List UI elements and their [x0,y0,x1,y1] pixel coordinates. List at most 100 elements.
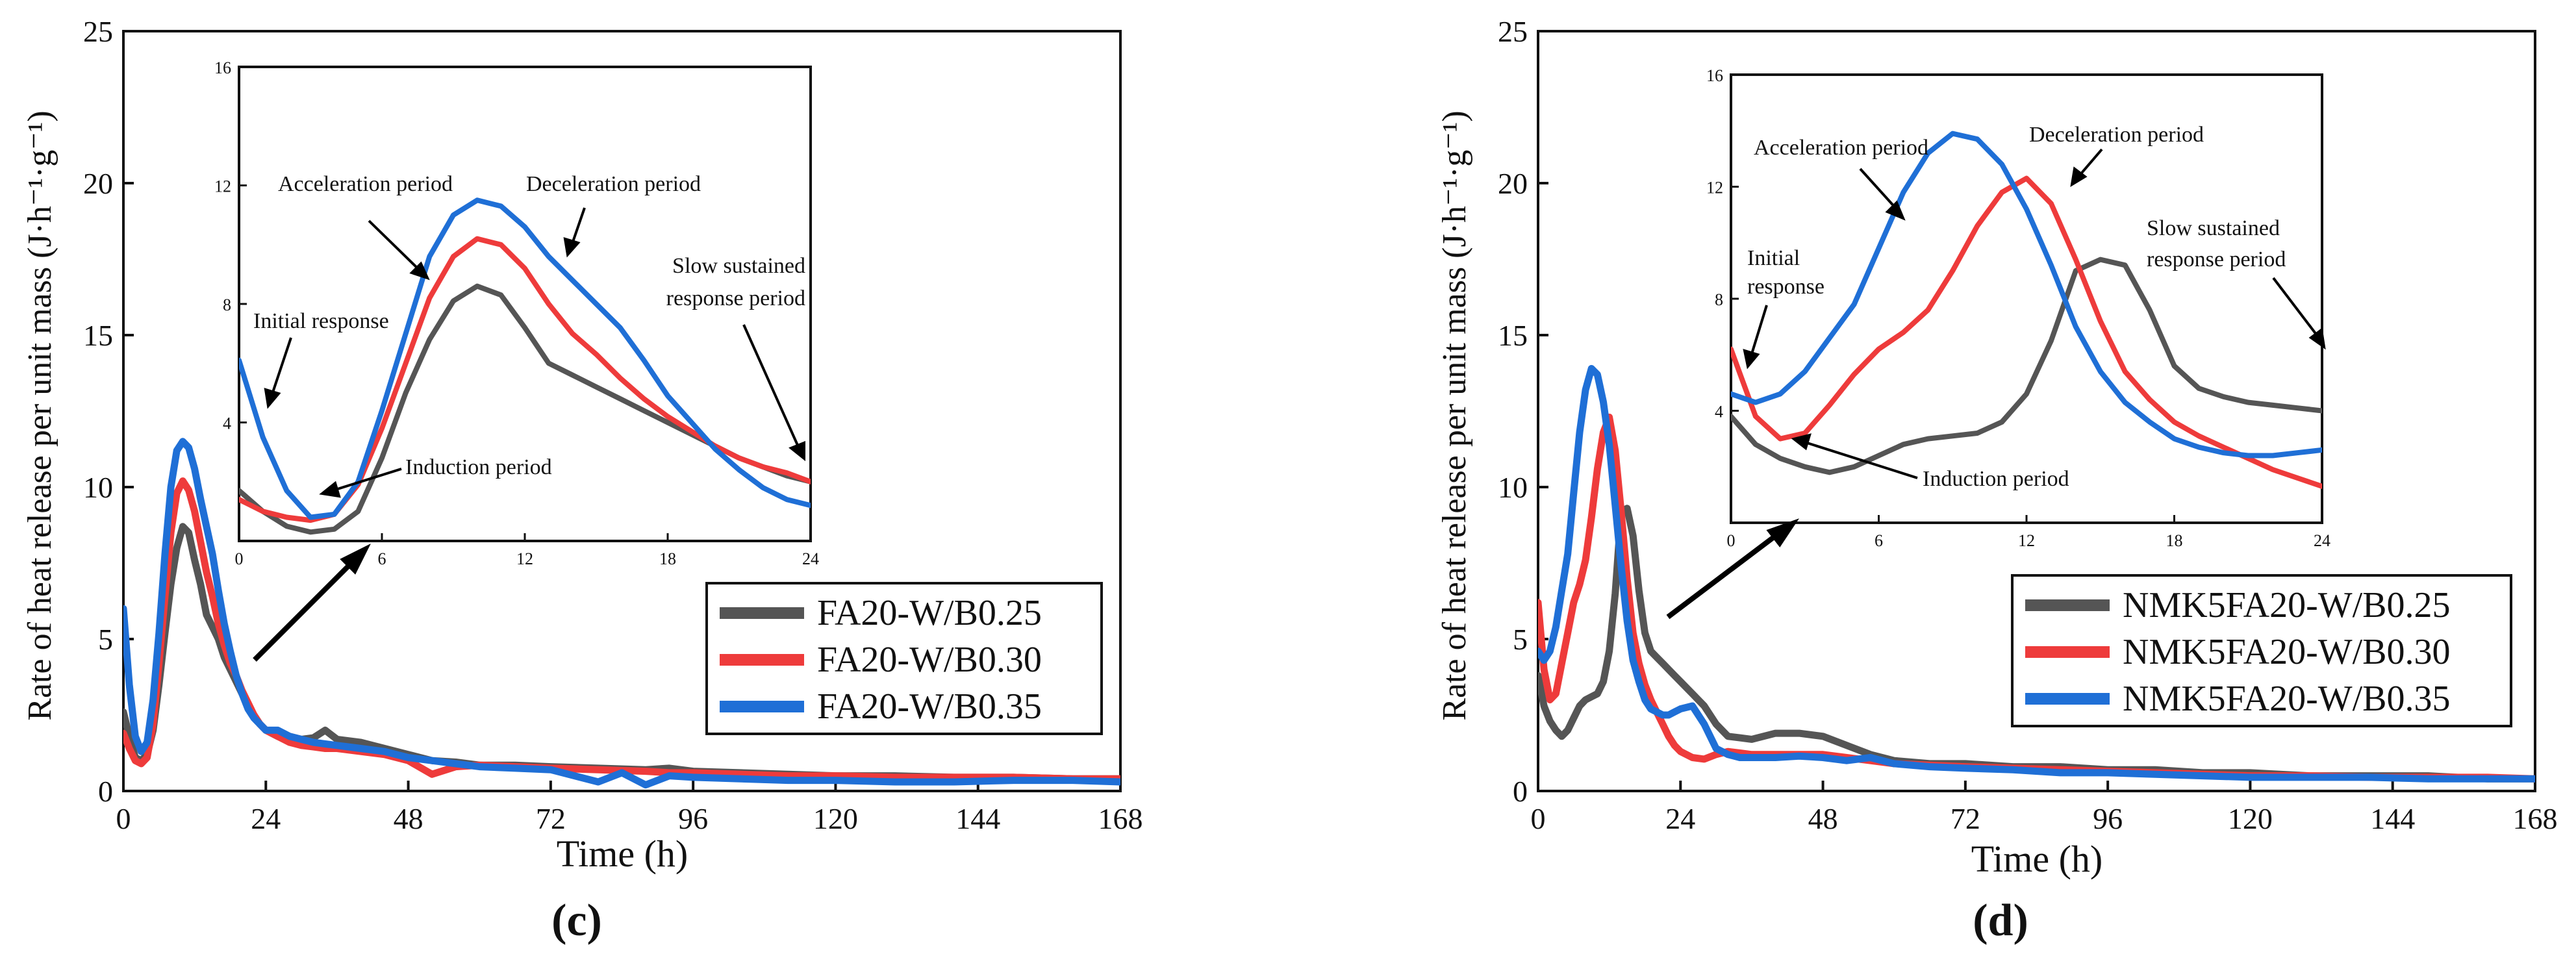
c-xtick-label: 24 [251,802,281,835]
panel-c-y-ticks: 0 5 10 15 20 25 [83,15,134,808]
panel-c-ylabel: Rate of heat release per unit mass (J·h⁻… [21,110,58,720]
c-inset-ytick-label: 4 [223,414,231,433]
panel-d-y-ticks: 0 5 10 15 20 25 [1498,15,1548,808]
d-xtick-label: 72 [1951,802,1980,835]
c-ytick-label: 10 [83,471,113,504]
legend-label-fa20-030: FA20-W/B0.30 [817,640,1042,680]
c-xtick-label: 48 [394,802,423,835]
zoom-arrow-c [253,563,351,662]
c-inset-series-2 [239,197,811,520]
d-inset-ytick-label: 4 [1715,403,1723,421]
arrow-slow-head [789,441,805,462]
d-xtick-label: 24 [1665,802,1695,835]
panel-c-inset: 4 8 12 16 0 6 12 18 24 Acceleration period Decel… [214,58,819,568]
panel-c-inset-frame [238,66,812,542]
arrow-d-slow [2272,277,2320,339]
arrow-deceleration [570,207,586,246]
c-inset-ytick-label: 16 [214,58,231,77]
arrow-d-deceleration-head [2070,166,2088,187]
panel-c-ann-initial: Initial response [253,309,389,333]
d-ytick-label: 10 [1498,471,1528,504]
d-inset-ytick-label: 12 [1706,179,1723,197]
legend-label-nmk-030: NMK5FA20-W/B0.30 [2123,632,2451,672]
panel-d-ann-deceleration: Deceleration period [2029,123,2204,147]
arrow-initial-head [264,388,281,409]
d-ytick-label: 20 [1498,167,1528,200]
legend-label-fa20-035: FA20-W/B0.35 [817,686,1042,727]
d-xtick-label: 120 [2228,802,2273,835]
panel-d-xlabel: Time (h) [1971,838,2103,880]
panel-d-x-ticks: 0 24 48 72 96 120 144 168 [1531,781,2558,835]
panel-d-ann-induction: Induction period [1923,467,2069,491]
panel-c-xlabel: Time (h) [557,833,688,875]
panel-c-ann-deceleration: Deceleration period [526,172,701,196]
panel-c-annotation-arrows [264,207,805,498]
d-xtick-label: 96 [2093,802,2123,835]
d-xtick-label: 168 [2513,802,2558,835]
d-xtick-label: 0 [1531,802,1546,835]
d-inset-ytick-label: 8 [1715,290,1723,309]
arrow-d-initial [1750,305,1768,357]
c-inset-xtick-label: 24 [802,549,819,568]
series-fa20-w-b0-35 [123,438,1120,789]
panel-d-ann-initial-2: response [1747,275,1825,299]
arrow-d-acceleration [1859,168,1898,210]
panel-d-ann-slow-1: Slow sustained [2147,216,2280,240]
d-inset-xtick-label: 0 [1727,531,1736,550]
d-ytick-label: 25 [1498,15,1528,48]
panel-d-ann-initial-1: Initial [1747,246,1800,270]
arrow-acceleration-head [409,261,430,281]
panel-d-caption: (d) [1973,896,2028,946]
arrow-d-initial-head [1743,349,1760,370]
c-ytick-label: 15 [83,319,113,352]
series-nmk5fa20-w-b0-35 [1538,365,2535,783]
panel-c-ann-acceleration: Acceleration period [278,172,453,196]
arrow-induction-head [319,481,341,498]
c-inset-xtick-label: 0 [235,549,244,568]
panel-c-legend: FA20-W/B0.25 FA20-W/B0.30 FA20-W/B0.35 [705,582,1103,735]
c-xtick-label: 0 [116,802,131,835]
panel-d-plot-frame [1537,30,2536,792]
c-inset-xtick-label: 12 [516,549,533,568]
panel-c-zoom-arrow [253,544,371,662]
arrow-d-slow-head [2308,327,2326,350]
panel-d-inset: 4 8 12 16 0 6 12 18 24 Acceleration period Decel… [1706,66,2330,550]
panel-c-plot-frame [122,30,1122,792]
d-xtick-label: 144 [2370,802,2415,835]
c-inset-xtick-label: 18 [659,549,676,568]
d-ytick-label: 0 [1513,775,1528,808]
series-fa20-w-b0-30 [123,477,1120,783]
c-ytick-label: 20 [83,167,113,200]
panel-d-ann-slow-2: response period [2147,247,2286,271]
panel-c-ann-slow-2: response period [666,286,805,310]
panel-c-ann-induction: Induction period [405,455,552,479]
d-inset-series-2 [1731,131,2322,458]
d-inset-xtick-label: 12 [2018,531,2035,550]
arrow-slow [742,324,800,449]
d-inset-xtick-label: 18 [2166,531,2183,550]
panel-d-inset-ticks: 4 8 12 16 0 6 12 18 24 [1706,66,2330,550]
panel-c-x-ticks: 0 24 48 72 96 120 144 168 [116,781,1143,835]
panel-d-ann-acceleration: Acceleration period [1754,136,1928,160]
d-inset-series-0 [1731,257,2322,475]
panel-c-inset-ticks: 4 8 12 16 0 6 12 18 24 [214,58,819,568]
arrow-d-induction [1802,440,1918,479]
arrow-acceleration [368,220,422,273]
panel-c-caption: (c) [551,896,602,946]
c-xtick-label: 168 [1098,802,1143,835]
c-xtick-label: 120 [813,802,858,835]
d-inset-series-1 [1731,175,2322,489]
arrow-induction [331,468,402,492]
panel-d-zoom-arrow [1666,518,1799,620]
panel-d-annotation-arrows [1743,148,2326,479]
c-ytick-label: 5 [98,623,113,656]
c-xtick-label: 72 [536,802,566,835]
c-xtick-label: 96 [678,802,708,835]
panel-d-ylabel: Rate of heat release per unit mass (J·h⁻… [1436,110,1473,720]
panel-c-inset-series [239,197,811,535]
d-inset-xtick-label: 6 [1875,531,1883,550]
panel-d-legend: NMK5FA20-W/B0.25 NMK5FA20-W/B0.30 NMK5FA… [2011,574,2512,727]
